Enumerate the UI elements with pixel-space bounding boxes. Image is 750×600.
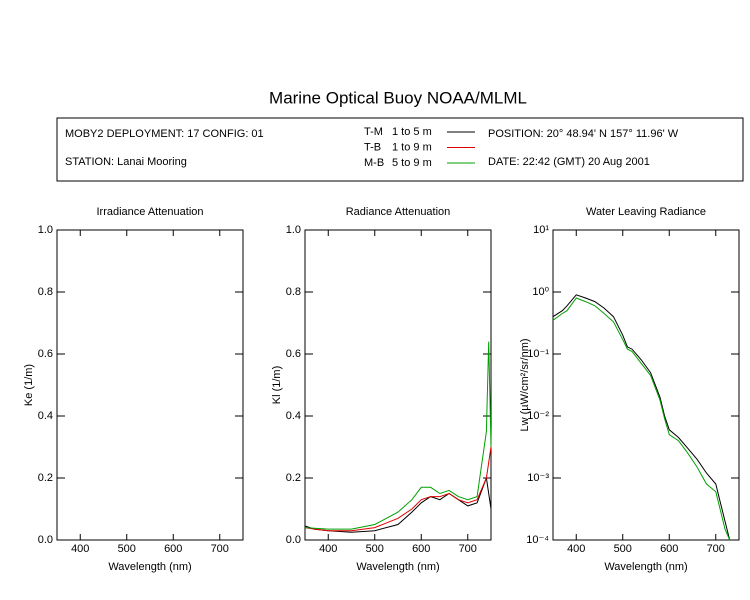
legend-name: T-M (364, 126, 383, 138)
series-line (304, 446, 492, 532)
x-tick-label: 600 (412, 543, 430, 555)
y-tick-label: 0.0 (38, 534, 53, 546)
y-tick-label: 0.2 (286, 472, 301, 484)
x-axis-label: Wavelength (nm) (356, 561, 439, 573)
y-tick-label: 10¹ (533, 224, 549, 236)
plot-frame (304, 229, 492, 541)
x-tick-label: 400 (567, 543, 585, 555)
date: DATE: 22:42 (GMT) 20 Aug 2001 (488, 156, 650, 168)
x-tick-label: 400 (71, 543, 89, 555)
x-tick-label: 500 (614, 543, 632, 555)
y-tick-label: 10⁻¹ (527, 348, 549, 360)
x-axis-label: Wavelength (nm) (108, 561, 191, 573)
y-tick-label: 0.0 (286, 534, 301, 546)
series-line (304, 476, 492, 533)
panel-title: Radiance Attenuation (346, 206, 451, 218)
series-line (552, 294, 731, 541)
y-axis-label: Kl (1/m) (271, 366, 283, 405)
x-tick-label: 600 (660, 543, 678, 555)
legend-name: M-B (364, 157, 384, 169)
panel-title: Irradiance Attenuation (96, 206, 203, 218)
series-line (304, 341, 492, 530)
y-tick-label: 0.8 (286, 286, 301, 298)
x-axis-label: Wavelength (nm) (604, 561, 687, 573)
series-line (552, 297, 731, 541)
y-tick-label: 0.6 (38, 348, 53, 360)
plot-frame (552, 229, 740, 541)
legend-label: 5 to 9 m (392, 157, 432, 169)
deployment: MOBY2 DEPLOYMENT: 17 CONFIG: 01 (65, 128, 264, 140)
y-tick-label: 0.8 (38, 286, 53, 298)
station: STATION: Lanai Mooring (65, 156, 187, 168)
page-title: Marine Optical Buoy NOAA/MLML (269, 88, 527, 107)
y-axis-label: Lw (µW/cm²/sr/nm) (519, 338, 531, 431)
x-tick-label: 700 (459, 543, 477, 555)
x-tick-label: 400 (319, 543, 337, 555)
y-axis-label: Ke (1/m) (23, 364, 35, 406)
y-tick-label: 10⁻³ (527, 472, 549, 484)
legend-label: 1 to 5 m (392, 126, 432, 138)
y-tick-label: 1.0 (38, 224, 53, 236)
panel-title: Water Leaving Radiance (586, 206, 706, 218)
position: POSITION: 20° 48.94' N 157° 11.96' W (488, 128, 679, 140)
y-tick-label: 10⁻⁴ (526, 534, 549, 546)
info-box (56, 117, 744, 182)
y-tick-label: 0.2 (38, 472, 53, 484)
y-tick-label: 0.6 (286, 348, 301, 360)
y-tick-label: 0.4 (286, 410, 301, 422)
plot-frame (56, 229, 244, 541)
y-tick-label: 0.4 (38, 410, 53, 422)
x-tick-label: 700 (707, 543, 725, 555)
x-tick-label: 700 (211, 543, 229, 555)
y-tick-label: 10⁻² (527, 410, 549, 422)
y-tick-label: 1.0 (286, 224, 301, 236)
y-tick-label: 10⁰ (532, 286, 549, 298)
legend-name: T-B (364, 141, 381, 153)
x-tick-label: 500 (366, 543, 384, 555)
x-tick-label: 600 (164, 543, 182, 555)
x-tick-label: 500 (118, 543, 136, 555)
legend-label: 1 to 9 m (392, 141, 432, 153)
